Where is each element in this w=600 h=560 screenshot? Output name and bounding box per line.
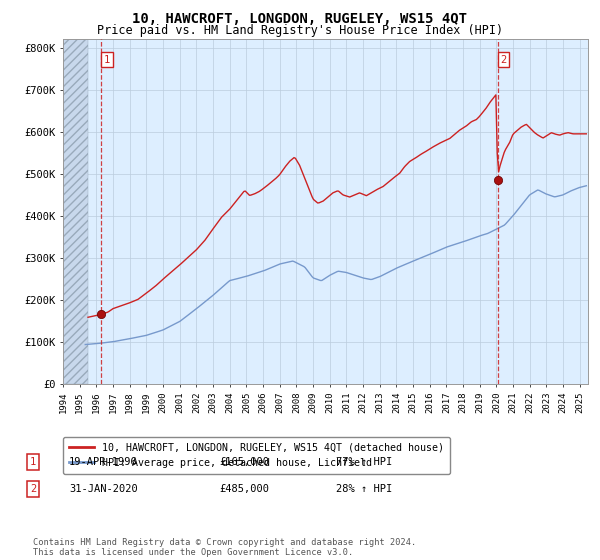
Text: 19-APR-1996: 19-APR-1996 — [69, 457, 138, 467]
Text: 31-JAN-2020: 31-JAN-2020 — [69, 484, 138, 494]
Text: 77% ↑ HPI: 77% ↑ HPI — [336, 457, 392, 467]
Text: £485,000: £485,000 — [219, 484, 269, 494]
Text: 10, HAWCROFT, LONGDON, RUGELEY, WS15 4QT: 10, HAWCROFT, LONGDON, RUGELEY, WS15 4QT — [133, 12, 467, 26]
Text: Price paid vs. HM Land Registry's House Price Index (HPI): Price paid vs. HM Land Registry's House … — [97, 24, 503, 37]
Text: 2: 2 — [500, 55, 506, 65]
Text: Contains HM Land Registry data © Crown copyright and database right 2024.
This d: Contains HM Land Registry data © Crown c… — [33, 538, 416, 557]
Text: £165,000: £165,000 — [219, 457, 269, 467]
Text: 1: 1 — [104, 55, 110, 65]
Text: 28% ↑ HPI: 28% ↑ HPI — [336, 484, 392, 494]
Text: 2: 2 — [30, 484, 36, 494]
Legend: 10, HAWCROFT, LONGDON, RUGELEY, WS15 4QT (detached house), HPI: Average price, d: 10, HAWCROFT, LONGDON, RUGELEY, WS15 4QT… — [63, 437, 450, 474]
Text: 1: 1 — [30, 457, 36, 467]
